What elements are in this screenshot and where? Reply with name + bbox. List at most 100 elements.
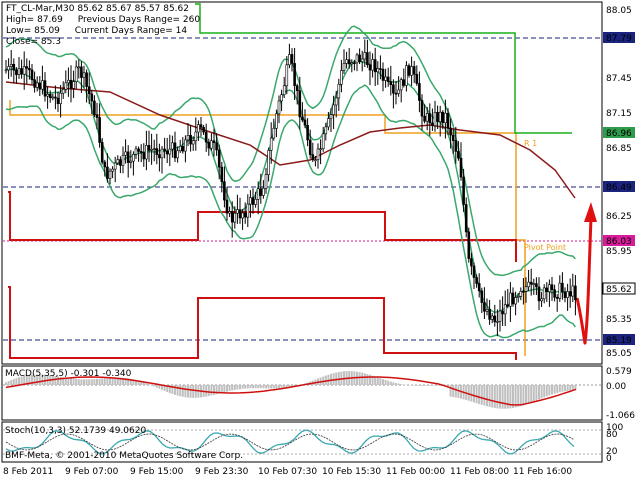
candle-body <box>17 68 21 75</box>
candle-body <box>490 315 494 320</box>
candle-body <box>571 285 575 297</box>
macd-bar <box>137 380 140 385</box>
macd-bar <box>499 385 501 409</box>
candle-body <box>116 159 120 164</box>
candle-body <box>264 174 268 189</box>
candle-body <box>41 80 44 90</box>
stoch-scale-80: 80 <box>606 430 618 440</box>
candle-body <box>285 64 289 87</box>
candle-body <box>158 154 161 159</box>
time-tick: 10 Feb 15:30 <box>322 467 381 477</box>
macd-bar <box>501 385 504 409</box>
macd-bar <box>421 385 423 386</box>
macd-bar <box>106 378 109 385</box>
candle-body <box>407 65 411 76</box>
candle-body <box>22 66 26 75</box>
macd-bar <box>337 371 340 385</box>
macd-bar <box>7 381 10 385</box>
price-tick: 87.45 <box>606 74 632 84</box>
macd-bar <box>114 377 117 385</box>
candle-body <box>519 290 523 297</box>
candle-body <box>100 142 104 163</box>
candle-body <box>337 83 341 99</box>
candle-body <box>394 92 398 95</box>
macd-bar <box>558 385 561 393</box>
macd-bar <box>270 385 273 389</box>
macd-bar <box>371 375 374 385</box>
candle-body <box>9 64 13 67</box>
macd-bar <box>166 385 169 393</box>
macd-bar <box>387 380 390 385</box>
macd-bar <box>556 385 559 393</box>
candle-body <box>241 212 244 219</box>
macd-bar <box>452 385 455 398</box>
candle-body <box>537 286 541 302</box>
macd-bar <box>569 385 572 391</box>
candle-body <box>210 140 213 149</box>
macd-bar <box>447 385 449 387</box>
candle-body <box>98 117 101 143</box>
macd-bar <box>291 385 293 387</box>
macd-bar <box>379 378 382 385</box>
candle-body <box>462 176 465 205</box>
candle-body <box>340 70 343 85</box>
macd-bar <box>158 385 161 389</box>
candle-body <box>535 283 538 288</box>
candle-body <box>171 142 174 150</box>
candle-body <box>238 209 242 219</box>
candle-body <box>181 145 185 152</box>
macd-bar <box>332 373 335 385</box>
macd-bar <box>426 385 429 386</box>
candle-body <box>35 82 39 88</box>
candle-body <box>379 68 382 70</box>
candle-body <box>269 137 273 151</box>
candle-body <box>189 135 192 145</box>
macd-bar <box>358 372 361 385</box>
macd-bar <box>257 385 260 389</box>
candle-body <box>106 166 109 179</box>
candle-body <box>376 68 380 73</box>
macd-signal-line <box>5 376 577 406</box>
candle-body <box>509 292 512 307</box>
macd-bar <box>275 385 278 389</box>
macd-bar <box>96 378 98 385</box>
candle-body <box>306 124 309 141</box>
candle-body <box>77 66 81 69</box>
macd-bar <box>241 385 244 389</box>
candle-body <box>402 79 406 86</box>
macd-scale-top: 0.579 <box>606 367 632 377</box>
macd-bar <box>431 385 434 386</box>
macd-bar <box>171 385 174 394</box>
candle-body <box>134 148 138 155</box>
macd-bar <box>514 385 517 408</box>
macd-bar <box>259 385 262 389</box>
time-tick: 11 Feb 00:00 <box>386 467 445 477</box>
candle-body <box>475 277 478 284</box>
macd-bar <box>54 376 57 385</box>
macd-bar <box>62 377 65 385</box>
candle-body <box>295 85 299 91</box>
macd-bar <box>176 385 179 396</box>
candle-body <box>228 211 231 214</box>
upper-red-level <box>8 191 517 262</box>
price-tick: 88.05 <box>606 6 632 16</box>
close-row: Close= 85.3 <box>6 37 61 48</box>
macd-bar <box>538 385 540 400</box>
macd-bar <box>163 385 166 391</box>
candle-body <box>93 100 96 116</box>
candle-body <box>129 160 133 163</box>
candle-body <box>368 64 372 71</box>
macd-bar <box>226 385 228 392</box>
candle-body <box>353 62 356 65</box>
macd-bar <box>288 385 291 388</box>
candle-body <box>498 310 502 322</box>
macd-bar <box>480 385 483 405</box>
macd-panel-frame <box>1 365 603 421</box>
macd-bar <box>428 385 431 386</box>
candle-body <box>381 68 385 81</box>
candle-body <box>345 59 348 64</box>
candle-body <box>267 150 270 175</box>
price-tag: 85.62 <box>606 285 632 295</box>
candle-body <box>373 59 377 73</box>
